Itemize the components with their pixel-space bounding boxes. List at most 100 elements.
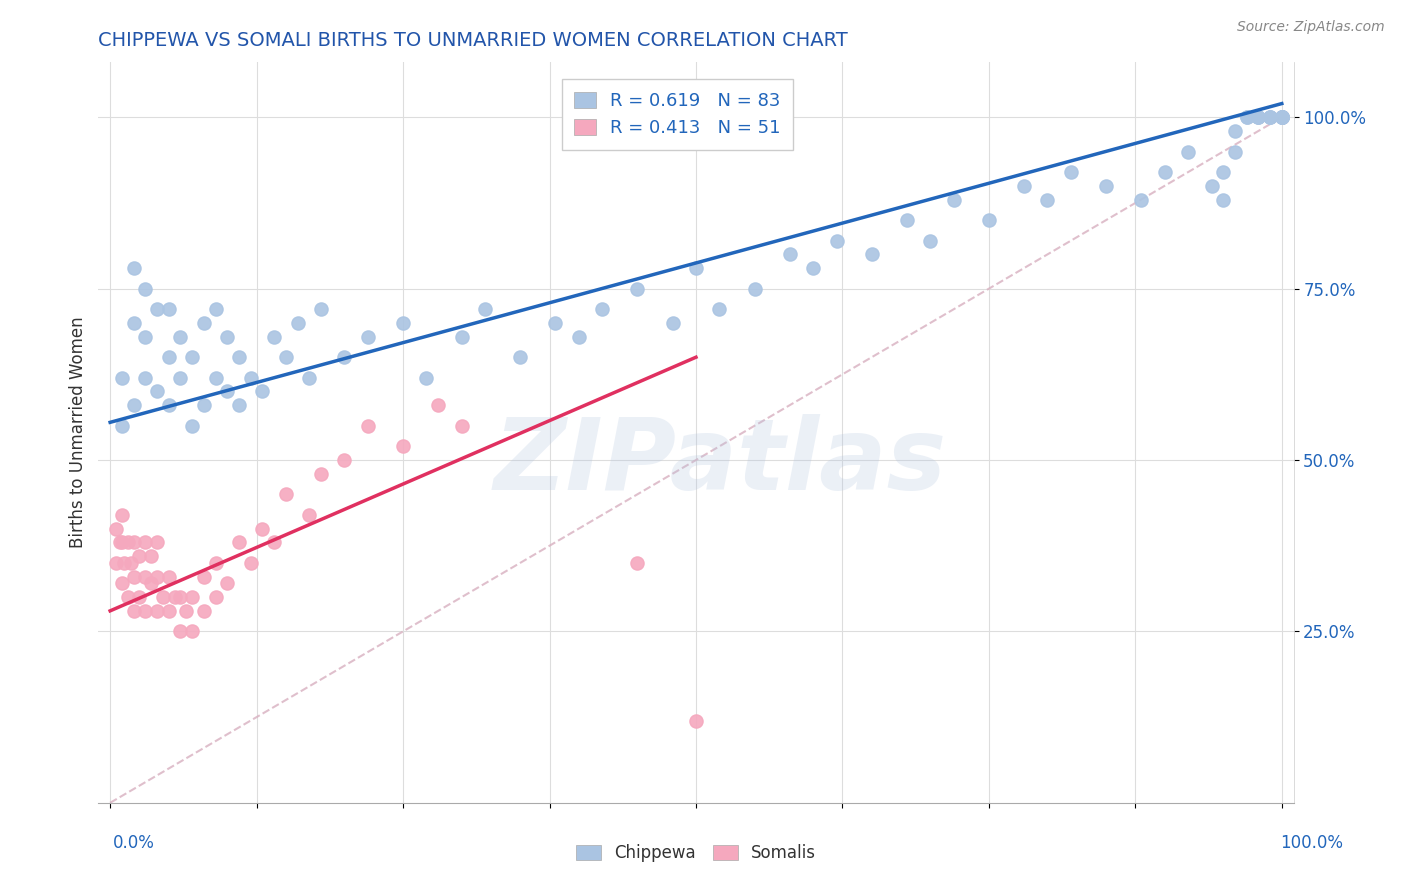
Text: CHIPPEWA VS SOMALI BIRTHS TO UNMARRIED WOMEN CORRELATION CHART: CHIPPEWA VS SOMALI BIRTHS TO UNMARRIED W… (98, 30, 848, 50)
Point (1236, 110, 1258, 124)
Point (1223, 145, 1246, 159)
Point (193, 569, 215, 583)
Point (1212, 193, 1234, 207)
Point (252, 384, 274, 399)
Point (120, 556, 142, 570)
Point (204, 590, 226, 604)
Point (146, 535, 169, 549)
Point (274, 487, 297, 501)
Point (122, 569, 145, 583)
Point (169, 590, 191, 604)
Point (568, 329, 591, 343)
Point (1271, 110, 1294, 124)
Point (509, 350, 531, 364)
Point (122, 535, 145, 549)
Point (450, 418, 472, 433)
Point (1130, 193, 1153, 207)
Point (239, 556, 262, 570)
Point (181, 590, 204, 604)
Point (134, 604, 156, 618)
Point (661, 316, 683, 330)
Point (228, 350, 250, 364)
Point (287, 316, 309, 330)
Point (217, 329, 239, 343)
Point (357, 329, 380, 343)
Text: 0.0%: 0.0% (112, 834, 155, 852)
Point (134, 371, 156, 385)
Point (392, 439, 415, 453)
Text: ZIPatlas: ZIPatlas (494, 414, 946, 511)
Point (1223, 124, 1246, 138)
Point (169, 329, 191, 343)
Point (1247, 110, 1270, 124)
Point (169, 371, 191, 385)
Point (1258, 110, 1281, 124)
Point (1236, 110, 1258, 124)
Point (333, 453, 356, 467)
Point (1258, 110, 1281, 124)
Point (685, 714, 707, 728)
Point (217, 576, 239, 591)
Point (181, 350, 204, 364)
Point (217, 384, 239, 399)
Point (228, 535, 250, 549)
Point (1201, 178, 1223, 193)
Point (1271, 110, 1294, 124)
Point (1060, 165, 1083, 179)
Point (450, 329, 472, 343)
Point (105, 556, 128, 570)
Point (977, 213, 1000, 227)
Point (111, 535, 134, 549)
Point (193, 604, 215, 618)
Point (685, 261, 707, 276)
Point (779, 247, 801, 261)
Point (333, 350, 356, 364)
Point (146, 569, 169, 583)
Point (298, 508, 321, 522)
Point (157, 569, 180, 583)
Point (920, 234, 942, 248)
Point (544, 316, 567, 330)
Point (626, 282, 648, 296)
Point (860, 247, 883, 261)
Point (239, 371, 262, 385)
Point (1177, 145, 1199, 159)
Point (128, 590, 150, 604)
Point (169, 624, 191, 639)
Point (1271, 110, 1294, 124)
Point (134, 535, 156, 549)
Point (896, 213, 918, 227)
Text: Source: ZipAtlas.com: Source: ZipAtlas.com (1237, 20, 1385, 34)
Point (274, 350, 297, 364)
Point (174, 604, 197, 618)
Point (122, 604, 145, 618)
Point (1247, 110, 1270, 124)
Point (134, 329, 156, 343)
Point (112, 556, 135, 570)
Point (801, 261, 824, 276)
Point (163, 590, 186, 604)
Point (1036, 193, 1059, 207)
Point (141, 576, 163, 591)
Point (141, 549, 163, 563)
Point (1247, 110, 1270, 124)
Point (252, 522, 274, 536)
Point (157, 604, 180, 618)
Point (122, 316, 145, 330)
Point (157, 302, 180, 317)
Point (193, 316, 215, 330)
Text: 100.0%: 100.0% (1279, 834, 1343, 852)
Point (298, 371, 321, 385)
Point (117, 535, 139, 549)
Point (181, 624, 204, 639)
Point (1153, 165, 1175, 179)
Point (309, 302, 332, 317)
Point (427, 398, 450, 412)
Point (204, 556, 226, 570)
Point (1271, 110, 1294, 124)
Point (1271, 110, 1294, 124)
Point (111, 371, 134, 385)
Point (392, 316, 415, 330)
Point (128, 549, 150, 563)
Point (1012, 178, 1035, 193)
